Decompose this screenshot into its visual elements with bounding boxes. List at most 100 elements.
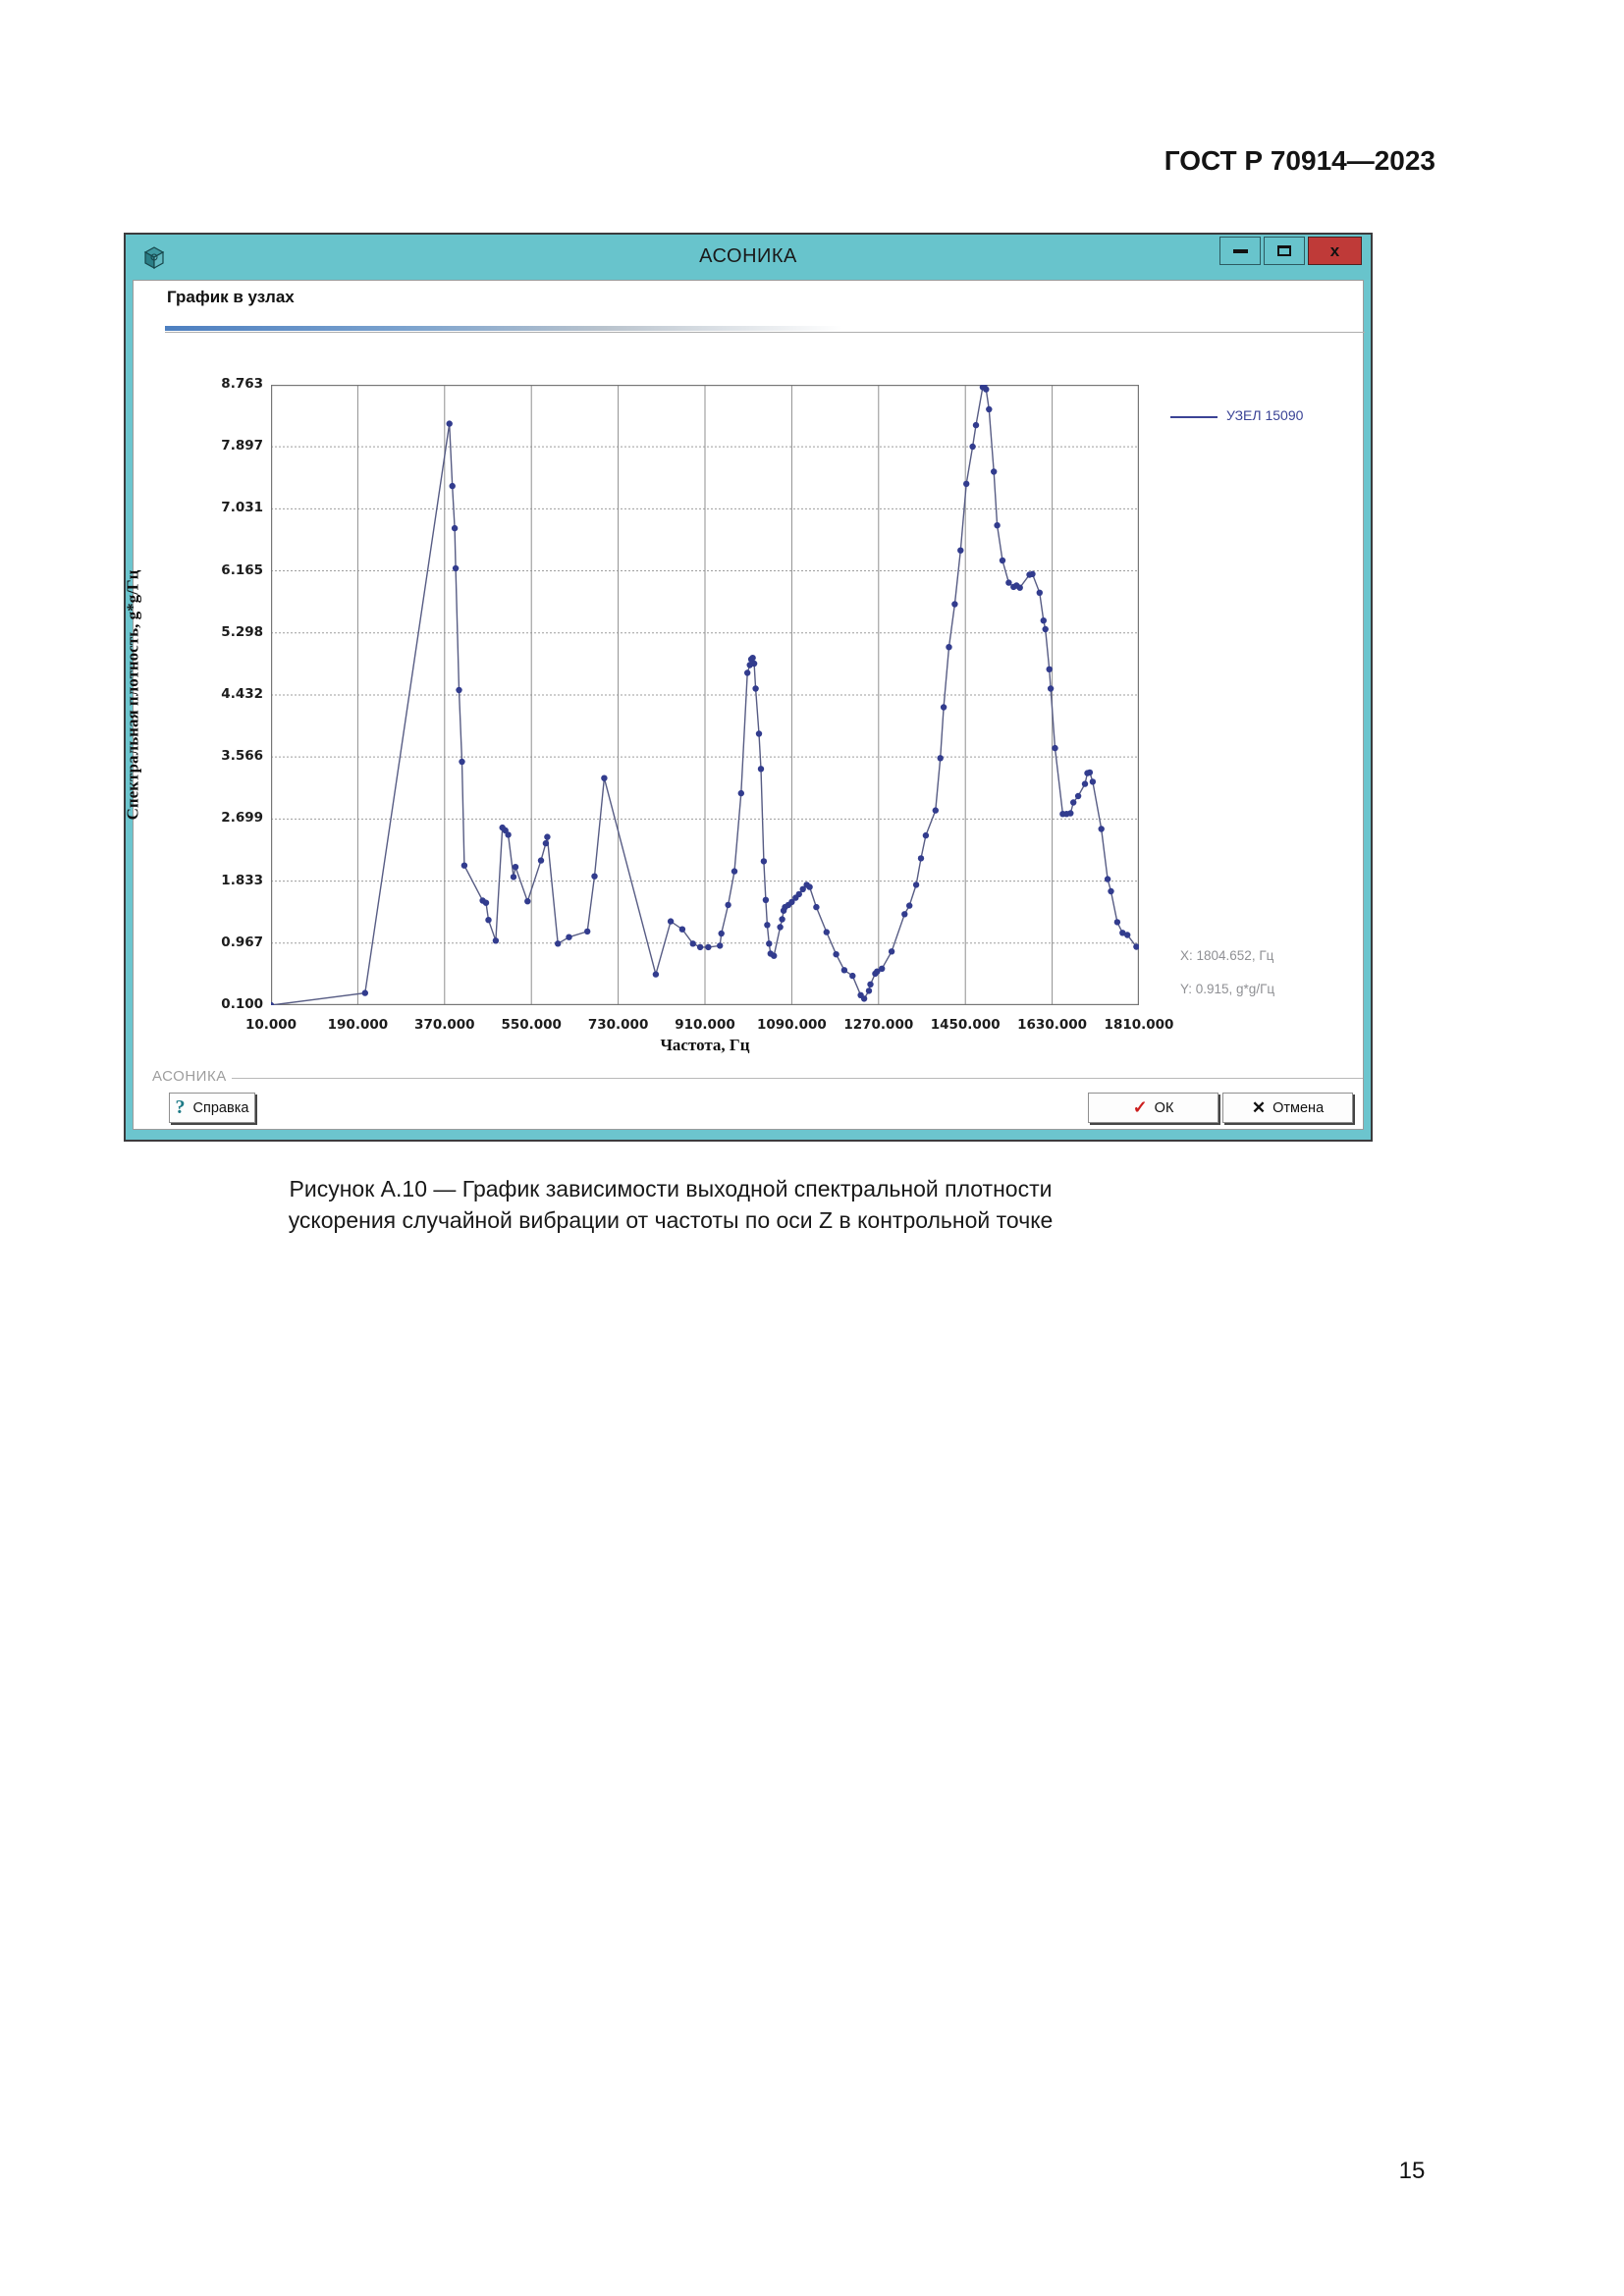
cursor-x-annotation: X: 1804.652, Гц xyxy=(1180,948,1274,963)
data-point xyxy=(485,917,492,924)
groupbox-label: АСОНИКА xyxy=(152,1068,227,1085)
data-point xyxy=(991,468,998,475)
panel-title: График в узлах xyxy=(167,288,295,306)
data-point xyxy=(1086,769,1094,776)
data-point xyxy=(969,443,976,451)
data-point xyxy=(1016,584,1023,591)
data-point xyxy=(1098,826,1105,832)
data-point xyxy=(451,524,459,532)
ok-button-label: ОК xyxy=(1154,1099,1174,1116)
data-point xyxy=(510,874,517,881)
data-point xyxy=(718,930,725,937)
close-button[interactable]: x xyxy=(1308,237,1362,265)
y-tick-label: 3.566 xyxy=(221,748,263,765)
checkmark-icon: ✓ xyxy=(1132,1097,1148,1117)
y-tick-label: 2.699 xyxy=(221,810,263,827)
window-client-area xyxy=(133,280,1364,1130)
help-icon: ? xyxy=(175,1096,186,1118)
data-point xyxy=(946,644,952,651)
legend-label: УЗЕЛ 15090 xyxy=(1226,407,1304,423)
minimize-button[interactable] xyxy=(1219,237,1261,265)
data-point xyxy=(840,967,848,974)
cursor-y-annotation: Y: 0.915, g*g/Гц xyxy=(1180,982,1275,996)
x-tick-label: 1090.000 xyxy=(756,1017,827,1033)
data-point xyxy=(1124,932,1131,938)
data-point xyxy=(1052,744,1058,752)
maximize-icon xyxy=(1277,245,1291,256)
data-point xyxy=(1046,666,1053,672)
data-point xyxy=(689,940,696,947)
data-point xyxy=(1113,919,1121,926)
y-tick-label: 0.967 xyxy=(221,934,263,950)
data-point xyxy=(813,903,820,911)
data-point xyxy=(725,901,731,909)
x-tick-label: 1270.000 xyxy=(843,1017,914,1033)
data-point xyxy=(678,926,686,933)
data-point xyxy=(456,686,462,694)
legend-line-sample xyxy=(1170,416,1218,418)
data-point xyxy=(512,864,519,871)
data-point xyxy=(917,855,925,862)
y-tick-label: 8.763 xyxy=(221,376,263,392)
data-point xyxy=(505,831,512,838)
plot-border xyxy=(271,385,1139,1005)
data-point xyxy=(737,789,744,797)
cancel-button[interactable]: ✕ Отмена xyxy=(1222,1093,1353,1123)
data-point xyxy=(566,934,572,940)
data-point xyxy=(731,868,738,875)
data-point xyxy=(652,971,660,978)
data-point xyxy=(492,937,500,944)
data-point xyxy=(1005,579,1012,586)
data-point xyxy=(584,928,591,935)
titlebar[interactable]: АСОНИКА x xyxy=(126,235,1371,280)
x-tick-label: 1450.000 xyxy=(930,1017,1001,1033)
maximize-button[interactable] xyxy=(1264,237,1305,265)
help-button-label: Справка xyxy=(192,1099,249,1116)
data-point xyxy=(1133,943,1139,950)
data-point xyxy=(1074,792,1082,800)
data-point xyxy=(749,655,756,662)
data-point xyxy=(446,420,453,427)
data-point xyxy=(823,929,830,935)
data-point xyxy=(1108,887,1114,895)
data-point xyxy=(799,885,806,892)
ok-button[interactable]: ✓ ОК xyxy=(1088,1093,1218,1123)
data-point xyxy=(932,807,939,814)
data-point xyxy=(957,547,964,554)
data-point xyxy=(888,948,895,955)
gradient-separator xyxy=(165,326,842,331)
spectral-density-chart xyxy=(271,385,1139,1005)
data-point xyxy=(940,704,947,711)
data-point xyxy=(986,405,993,413)
data-point xyxy=(1067,810,1074,817)
cancel-button-label: Отмена xyxy=(1272,1099,1325,1116)
data-point xyxy=(994,522,1001,529)
figure-caption: Рисунок А.10 — График зависимости выходн… xyxy=(288,1176,1054,1233)
data-point xyxy=(591,873,598,880)
data-point xyxy=(849,972,856,980)
data-point xyxy=(1081,780,1089,787)
y-axis-title: Спектральная плотность, g*g/Гц xyxy=(123,569,142,821)
app-cube-icon xyxy=(143,246,165,270)
data-point xyxy=(912,881,920,888)
doc-header: ГОСТ Р 70914—2023 xyxy=(1164,145,1435,176)
data-point xyxy=(906,902,913,909)
data-point xyxy=(867,981,874,988)
y-tick-label: 5.298 xyxy=(221,623,263,640)
data-point xyxy=(771,952,778,959)
data-point xyxy=(705,943,712,951)
asonika-window: АСОНИКА x xyxy=(124,233,1373,1142)
y-tick-label: 0.100 xyxy=(221,996,263,1012)
data-point xyxy=(972,421,980,429)
data-point xyxy=(524,898,531,905)
data-point xyxy=(922,831,930,839)
data-point xyxy=(788,898,795,906)
x-tick-label: 1810.000 xyxy=(1104,1017,1174,1033)
data-point xyxy=(1040,617,1047,624)
help-button[interactable]: ? Справка xyxy=(169,1093,255,1123)
data-point xyxy=(750,660,758,667)
data-point xyxy=(482,899,490,906)
close-icon: x xyxy=(1329,241,1340,260)
data-point xyxy=(1029,570,1036,577)
